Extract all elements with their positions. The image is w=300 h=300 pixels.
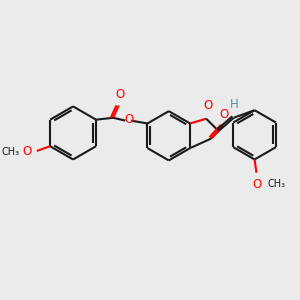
Text: O: O: [203, 99, 213, 112]
Text: O: O: [22, 146, 31, 158]
Text: O: O: [253, 178, 262, 191]
Text: O: O: [115, 88, 124, 101]
Text: O: O: [124, 113, 134, 126]
Text: CH₃: CH₃: [268, 179, 286, 189]
Text: CH₃: CH₃: [2, 147, 20, 157]
Text: H: H: [230, 98, 239, 111]
Text: O: O: [220, 108, 229, 121]
